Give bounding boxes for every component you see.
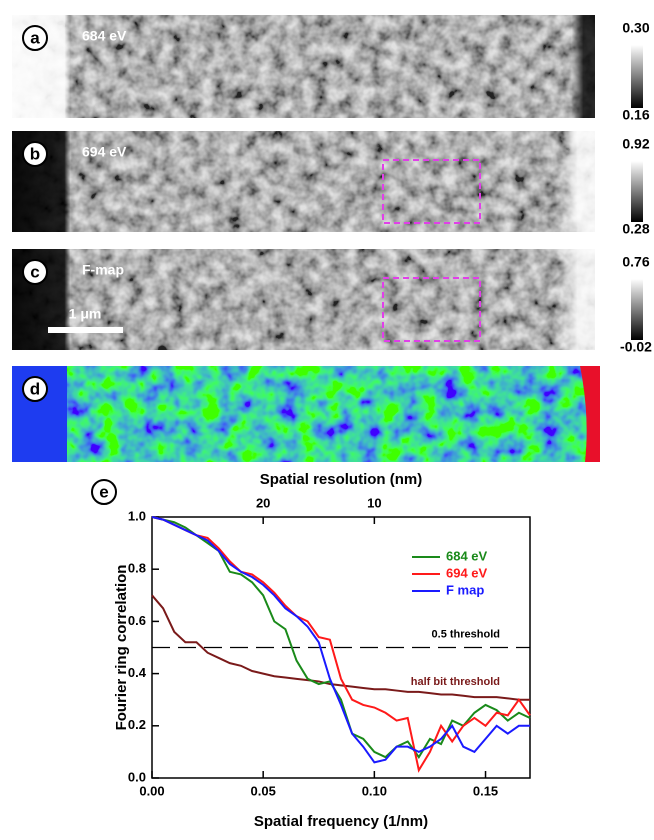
x-tick-label: 0.05 — [251, 783, 276, 798]
colorbar-min: -0.02 — [620, 339, 652, 355]
scale-bar-label: 1 μm — [69, 306, 102, 322]
y-axis-label: Fourier ring correlation — [113, 565, 130, 731]
panel-label-circle — [22, 259, 48, 285]
colorbar-min: 0.28 — [622, 221, 649, 237]
y-tick-label: 0.4 — [128, 665, 147, 680]
panel-label: e — [99, 482, 108, 501]
y-tick-label: 1.0 — [128, 508, 146, 523]
x-tick-label: 0.10 — [362, 783, 387, 798]
colorbar-max: 0.92 — [622, 136, 649, 152]
energy-label: F-map — [82, 262, 124, 278]
panel-label-circle — [22, 141, 48, 167]
half-bit-line — [151, 594, 530, 701]
legend-label: 684 eV — [446, 548, 488, 563]
image-edge — [12, 131, 595, 232]
x-axis-label: Spatial frequency (1/nm) — [254, 813, 428, 830]
panel-label-circle — [22, 25, 48, 51]
half-bit-label: half bit threshold — [411, 676, 500, 688]
y-tick-label: 0.6 — [128, 613, 146, 628]
x-tick-label: 0.15 — [473, 783, 498, 798]
threshold-label: 0.5 threshold — [432, 628, 500, 640]
energy-label: 694 eV — [82, 144, 127, 160]
panel-label-circle — [91, 479, 117, 505]
y-tick-label: 0.0 — [128, 769, 146, 784]
colorbar-max: 0.30 — [622, 20, 649, 36]
energy-label: 684 eV — [82, 28, 127, 44]
x2-tick-label: 10 — [367, 495, 381, 510]
panel-label-circle — [22, 376, 48, 402]
panel-label: b — [30, 144, 40, 163]
x2-axis-label: Spatial resolution (nm) — [260, 471, 423, 488]
colorbar-max: 0.76 — [622, 254, 649, 270]
series-line — [151, 516, 531, 773]
colorbar-min: 0.16 — [622, 107, 649, 123]
scale-bar — [48, 327, 123, 333]
y-tick-label: 0.2 — [128, 717, 146, 732]
image-edge — [12, 249, 595, 350]
legend-label: F map — [446, 582, 484, 597]
panel-label: a — [30, 28, 40, 47]
image-edge — [12, 15, 595, 118]
legend-label: 694 eV — [446, 565, 488, 580]
map-texture — [12, 366, 600, 462]
panel-label: d — [30, 379, 40, 398]
colorbar — [631, 45, 643, 108]
x-tick-label: 0.00 — [139, 783, 164, 798]
x2-tick-label: 20 — [256, 495, 270, 510]
map-right — [580, 366, 600, 462]
colorbar — [631, 161, 643, 222]
colorbar — [631, 279, 643, 340]
panel-label: c — [30, 262, 39, 281]
series-line — [151, 516, 530, 764]
y-tick-label: 0.8 — [128, 561, 146, 576]
